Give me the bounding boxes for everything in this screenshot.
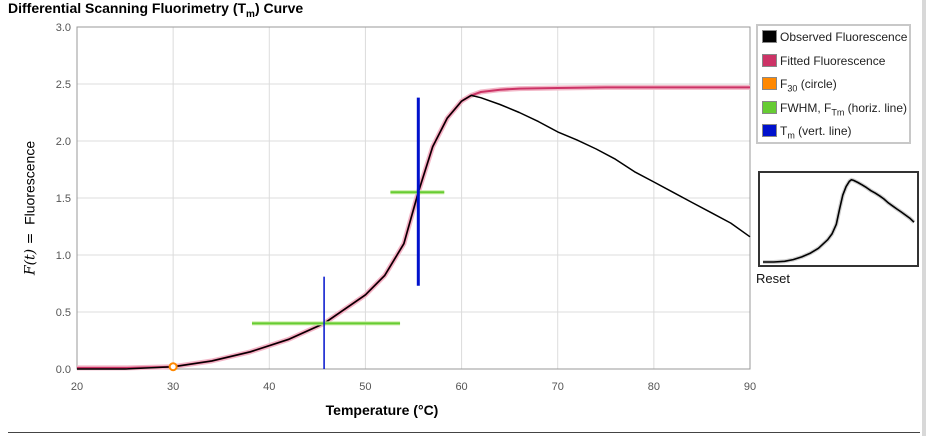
legend-item-fwhm[interactable]: FWHM, FTm (horiz. line) <box>758 97 909 121</box>
legend-label-fwhm: FWHM, FTm (horiz. line) <box>780 100 908 117</box>
y-axis-label: F(t) = Fluorescence <box>21 140 39 276</box>
series-fitted-halo <box>77 84 750 371</box>
legend-swatch-fwhm <box>762 100 777 114</box>
reset-button[interactable]: Reset <box>756 271 790 286</box>
y-tick-label: 0.0 <box>56 364 71 376</box>
x-axis-label: Temperature (°C) <box>325 402 439 418</box>
x-tick-label: 70 <box>552 381 564 393</box>
right-scrollbar[interactable] <box>922 0 926 436</box>
y-tick-label: 1.5 <box>56 193 71 205</box>
series-layer <box>77 84 751 371</box>
y-tick-label: 3.0 <box>56 22 71 34</box>
bottom-divider <box>8 432 920 433</box>
x-tick-label: 90 <box>744 381 756 393</box>
legend-item-f30[interactable]: F30 (circle) <box>758 73 909 97</box>
legend-label-f30: F30 (circle) <box>780 77 837 94</box>
grid <box>76 26 751 370</box>
legend-swatch-tm <box>762 124 777 137</box>
legend-swatch-observed <box>762 30 777 43</box>
legend-swatch-f30 <box>762 77 777 90</box>
legend-label-observed: Observed Fluorescence <box>780 30 908 44</box>
x-tick-label: 60 <box>455 381 467 393</box>
x-tick-label: 50 <box>359 381 371 393</box>
x-axis-ticks: 20 30 40 50 60 70 80 90 <box>71 381 756 393</box>
chart-title: Differential Scanning Fluorimetry (Tm) C… <box>8 0 304 20</box>
plot-frame <box>76 26 751 370</box>
marker-layer <box>168 97 445 372</box>
overview-chart[interactable] <box>758 171 919 267</box>
x-tick-label: 40 <box>263 381 275 393</box>
x-tick-label: 20 <box>71 381 83 393</box>
main-chart[interactable]: 0.0 0.5 1.0 1.5 2.0 2.5 3.0 20 30 40 50 60 70 80 90 <box>0 0 756 400</box>
legend: Observed Fluorescence Fitted Fluorescenc… <box>756 24 911 144</box>
y-tick-label: 2.0 <box>56 136 71 148</box>
legend-item-fitted[interactable]: Fitted Fluorescence <box>758 50 909 74</box>
series-fitted-fluorescence <box>77 86 750 369</box>
legend-label-fitted: Fitted Fluorescence <box>780 53 886 68</box>
overview-series-shadow <box>763 177 916 264</box>
x-tick-label: 80 <box>648 381 660 393</box>
y-tick-label: 0.5 <box>56 307 71 319</box>
legend-item-tm[interactable]: Tm (vert. line) <box>758 120 909 144</box>
y-tick-label: 2.5 <box>56 79 71 91</box>
legend-swatch-fitted <box>762 53 777 67</box>
y-tick-label: 1.0 <box>56 250 71 262</box>
series-observed-fluorescence <box>77 94 751 370</box>
overview-svg[interactable] <box>760 173 917 265</box>
y-axis-ticks: 0.0 0.5 1.0 1.5 2.0 2.5 3.0 <box>56 22 71 376</box>
f30-point <box>168 362 178 372</box>
overview-series-observed <box>763 178 915 263</box>
legend-label-tm: Tm (vert. line) <box>780 124 852 141</box>
x-tick-label: 30 <box>167 381 179 393</box>
legend-item-observed[interactable]: Observed Fluorescence <box>758 26 909 50</box>
